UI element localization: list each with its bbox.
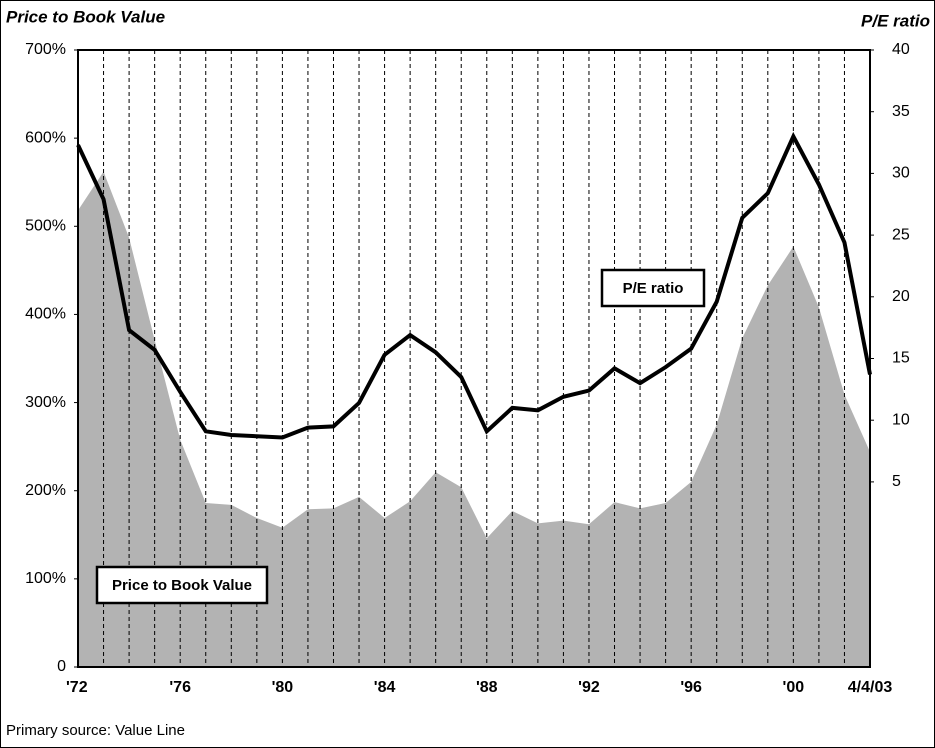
- y-tick-label: 300%: [25, 394, 66, 411]
- legend-label: P/E ratio: [623, 280, 684, 297]
- x-tick-label: '76: [169, 679, 191, 696]
- legend-box: [600, 268, 706, 308]
- y2-tick-label: 40: [892, 41, 910, 58]
- y-tick-label: 700%: [25, 41, 66, 58]
- x-tick-label: '72: [66, 679, 88, 696]
- y2-tick-label: 15: [892, 350, 910, 367]
- y-tick-label: 100%: [25, 570, 66, 587]
- y2-tick-label: 20: [892, 288, 910, 305]
- y2-tick-label: 35: [892, 103, 910, 120]
- y2-tick-label: 25: [892, 226, 910, 243]
- y-tick-label: 500%: [25, 218, 66, 235]
- y2-tick-label: 10: [892, 411, 910, 428]
- area: [78, 171, 870, 667]
- y2-tick-label: 30: [892, 165, 910, 182]
- x-tick-label: '88: [476, 679, 498, 696]
- line: [76, 131, 872, 440]
- x-tick-label: '80: [272, 679, 294, 696]
- y2-tick-label: 5: [892, 473, 901, 490]
- source-note: Primary source: Value Line: [6, 722, 185, 739]
- y-tick-label: 0: [57, 658, 66, 675]
- legend-box: [95, 565, 269, 605]
- y-axis-title: Price to Book Value: [6, 7, 165, 26]
- x-tick-label: '84: [374, 679, 396, 696]
- x-tick-label: '92: [578, 679, 600, 696]
- y-tick-label: 200%: [25, 482, 66, 499]
- y-tick-label: 600%: [25, 129, 66, 146]
- y-tick-label: 400%: [25, 306, 66, 323]
- y2-axis-title: P/E ratio: [861, 11, 930, 30]
- x-tick-label: 4/4/03: [848, 679, 893, 696]
- x-tick-label: '00: [783, 679, 805, 696]
- legend-label: Price to Book Value: [112, 577, 252, 594]
- x-tick-label: '96: [680, 679, 702, 696]
